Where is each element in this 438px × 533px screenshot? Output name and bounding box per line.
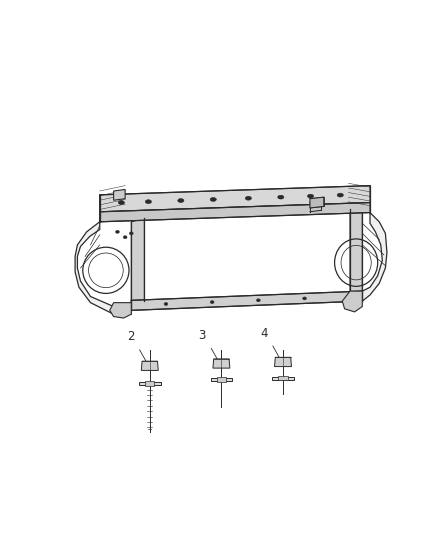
Ellipse shape	[337, 193, 343, 197]
Polygon shape	[310, 197, 324, 208]
Text: 2: 2	[127, 330, 134, 343]
Ellipse shape	[129, 232, 133, 235]
Polygon shape	[100, 203, 370, 222]
Ellipse shape	[307, 194, 314, 198]
Polygon shape	[131, 291, 362, 310]
Polygon shape	[211, 378, 232, 381]
Ellipse shape	[123, 236, 127, 239]
Ellipse shape	[256, 298, 260, 302]
Ellipse shape	[210, 301, 214, 304]
Polygon shape	[75, 195, 131, 314]
Polygon shape	[350, 209, 362, 301]
Ellipse shape	[245, 196, 251, 200]
Polygon shape	[139, 382, 161, 385]
Polygon shape	[141, 361, 158, 370]
Polygon shape	[272, 377, 294, 379]
Ellipse shape	[116, 230, 120, 233]
Ellipse shape	[178, 199, 184, 203]
Polygon shape	[131, 218, 145, 310]
Polygon shape	[100, 185, 370, 212]
Polygon shape	[213, 359, 230, 368]
Ellipse shape	[145, 200, 152, 204]
Ellipse shape	[210, 198, 216, 201]
Polygon shape	[110, 303, 131, 318]
Ellipse shape	[164, 302, 168, 305]
Polygon shape	[275, 357, 291, 367]
Polygon shape	[342, 291, 362, 312]
Ellipse shape	[118, 200, 124, 205]
Ellipse shape	[278, 195, 284, 199]
Polygon shape	[279, 376, 288, 381]
Polygon shape	[362, 185, 387, 301]
Text: 3: 3	[198, 329, 206, 342]
Polygon shape	[217, 377, 226, 382]
Polygon shape	[113, 189, 125, 200]
Text: 4: 4	[260, 327, 268, 340]
Polygon shape	[145, 381, 155, 386]
Ellipse shape	[303, 297, 307, 300]
